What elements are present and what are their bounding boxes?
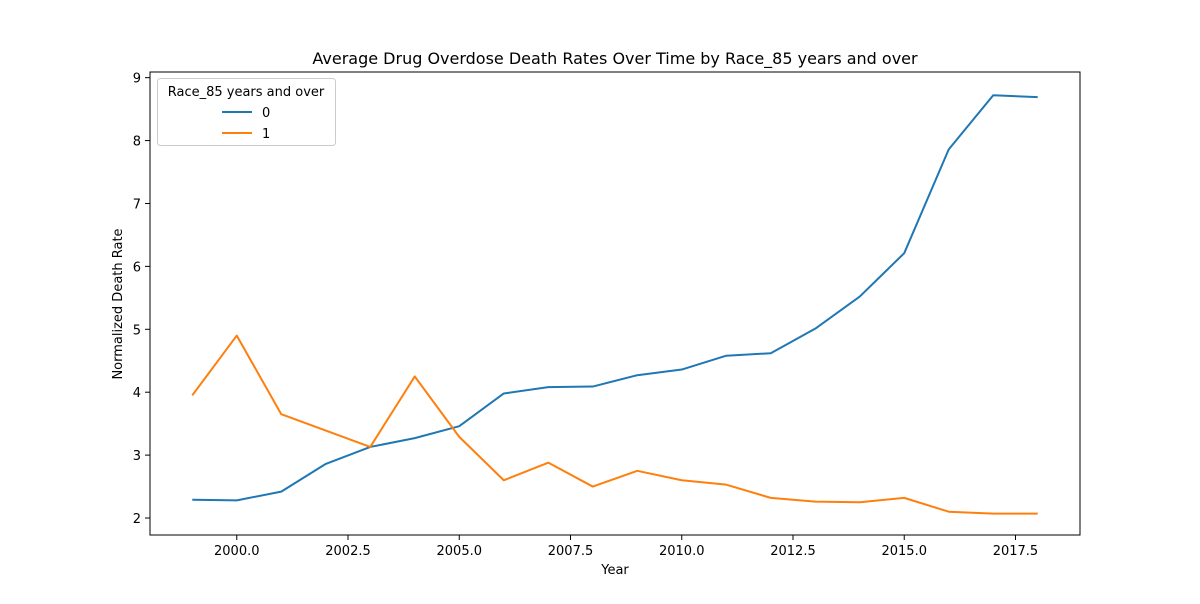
plot-frame	[149, 71, 1081, 536]
legend-title: Race_85 years and over	[168, 85, 325, 100]
y-tick-label: 4	[133, 386, 141, 401]
legend-entries: 01	[222, 106, 270, 142]
y-axis-ticks: 2 3 4 5 6 7 8 9	[133, 72, 150, 527]
x-tick-label: 2017.5	[993, 544, 1039, 559]
series-line-1	[191, 334, 1038, 515]
y-tick-label: 8	[133, 135, 141, 150]
series-layer	[191, 94, 1038, 515]
y-tick-label: 6	[133, 260, 141, 275]
y-tick-label: 2	[133, 512, 141, 527]
y-tick-label: 7	[133, 197, 141, 212]
x-tick-label: 2010.0	[659, 544, 705, 559]
legend-label-0: 0	[262, 106, 270, 121]
chart-title: Average Drug Overdose Death Rates Over T…	[312, 49, 918, 69]
series-line-0	[192, 94, 1038, 502]
y-axis-label: Normalized Death Rate	[111, 228, 126, 379]
x-tick-label: 2005.0	[437, 544, 483, 559]
x-tick-label: 2012.5	[770, 544, 816, 559]
legend: Race_85 years and over 01	[157, 78, 336, 146]
y-tick-label: 9	[133, 72, 141, 87]
legend-label-1: 1	[262, 127, 270, 142]
x-tick-label: 2007.5	[548, 544, 594, 559]
x-axis-ticks: 2000.0 2002.5 2005.0 2007.5 2010.0 2012.5 2015…	[214, 535, 1038, 559]
x-tick-label: 2015.0	[881, 544, 927, 559]
x-axis-label: Year	[600, 563, 629, 578]
y-tick-label: 5	[133, 323, 141, 338]
x-tick-label: 2000.0	[214, 544, 260, 559]
x-tick-label: 2002.5	[325, 544, 371, 559]
y-tick-label: 3	[133, 449, 141, 464]
